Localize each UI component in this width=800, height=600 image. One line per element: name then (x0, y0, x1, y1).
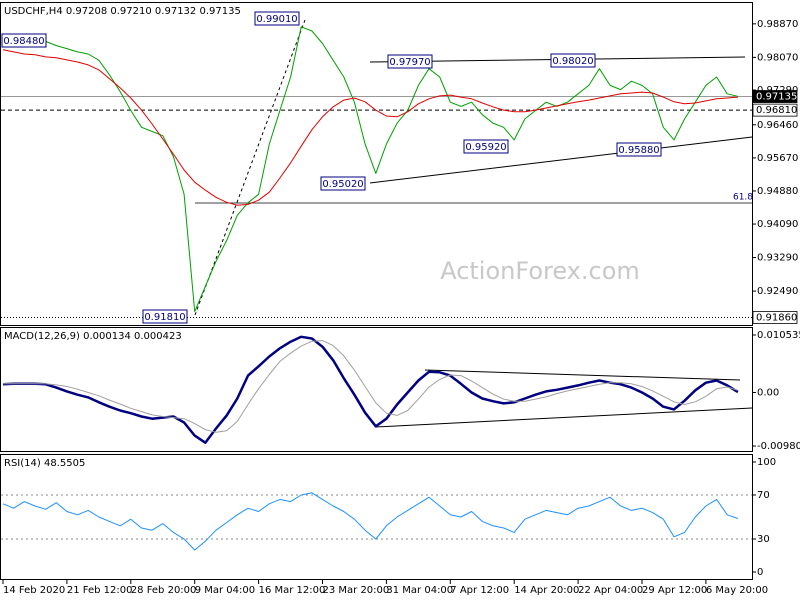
y-tick-label: 0.94090 (757, 219, 798, 230)
price-label-box (752, 103, 798, 117)
annotation-box (254, 11, 300, 26)
x-tick-label: 6 May 20:00 (706, 585, 768, 596)
price-label: 0.96810 (756, 105, 797, 116)
annotation: 0.95020 (322, 179, 363, 190)
panel-title: MACD(12,26,9) 0.000134 0.000423 (4, 331, 182, 342)
y-tick-label: 0.93290 (757, 253, 798, 264)
y-tick-label: 100 (757, 457, 776, 468)
y-tick-label: 0 (757, 567, 763, 578)
annotation-box (1, 33, 47, 48)
series-line (2, 26, 739, 313)
annotation-box (463, 139, 509, 154)
x-tick-label: 16 Mar 12:00 (259, 585, 326, 596)
trendline (369, 136, 753, 184)
x-tick-label: 23 Mar 20:00 (323, 585, 390, 596)
x-tick-label: 9 Mar 04:00 (195, 585, 255, 596)
annotation-box (550, 53, 596, 68)
y-tick-label: 0.010535 (757, 330, 800, 341)
x-tick-label: 14 Feb 2020 (3, 585, 65, 596)
annotation: 0.98480 (3, 36, 44, 47)
x-tick-label: 7 Apr 12:00 (450, 585, 509, 596)
macd-panel (0, 327, 753, 452)
x-tick-label: 29 Apr 12:00 (642, 585, 707, 596)
series-line (2, 335, 739, 444)
x-tick-label: 22 Apr 04:00 (578, 585, 643, 596)
panel-title: USDCHF,H4 0.97208 0.97210 0.97132 0.9713… (4, 6, 241, 17)
y-tick-label: 0.00 (757, 388, 779, 399)
annotation: 0.98020 (552, 56, 593, 67)
annotation-box (616, 142, 662, 157)
y-tick-label: 30 (757, 534, 770, 545)
y-tick-label: 0.94880 (757, 186, 798, 197)
y-tick-label: -0.009804 (757, 441, 800, 452)
annotation-box (320, 176, 366, 191)
y-tick-label: 0.92490 (757, 286, 798, 297)
annotation: 0.91810 (144, 312, 185, 323)
background-layer: ActionForex.com (1, 96, 752, 540)
annotation: 0.97970 (389, 57, 430, 68)
y-tick-label: 0.98870 (757, 19, 798, 30)
annotation: 0.99010 (256, 14, 297, 25)
x-tick-label: 31 Mar 04:00 (386, 585, 453, 596)
x-tick-label: 14 Apr 20:00 (514, 585, 579, 596)
panel-title: RSI(14) 48.5505 (4, 458, 85, 469)
y-tick-label: 0.98070 (757, 52, 798, 63)
price-label-box (752, 311, 798, 324)
annotation: 0.95880 (618, 145, 659, 156)
y-tick-label: 70 (757, 490, 770, 501)
series-line (2, 49, 738, 206)
price-panel (0, 2, 753, 326)
series-line (3, 340, 739, 433)
y-tick-label: 0.95670 (757, 153, 798, 164)
rsi-panel (0, 454, 753, 580)
x-tick-label: 21 Feb 12:00 (67, 585, 133, 596)
series-line (2, 492, 739, 551)
trendline (194, 19, 306, 316)
price-label-box (752, 90, 798, 103)
annotation-box (142, 309, 188, 324)
watermark: ActionForex.com (440, 257, 640, 285)
annotation-box (387, 54, 433, 69)
y-tick-label: 0.96460 (757, 120, 798, 131)
trendline (374, 407, 753, 428)
price-label: 0.91860 (756, 312, 797, 323)
trendline (424, 369, 741, 381)
annotation: 0.95920 (465, 142, 506, 153)
x-tick-label: 28 Feb 20:00 (131, 585, 197, 596)
price-label: 0.97135 (756, 92, 797, 103)
annotation: 61.8 (733, 193, 753, 203)
